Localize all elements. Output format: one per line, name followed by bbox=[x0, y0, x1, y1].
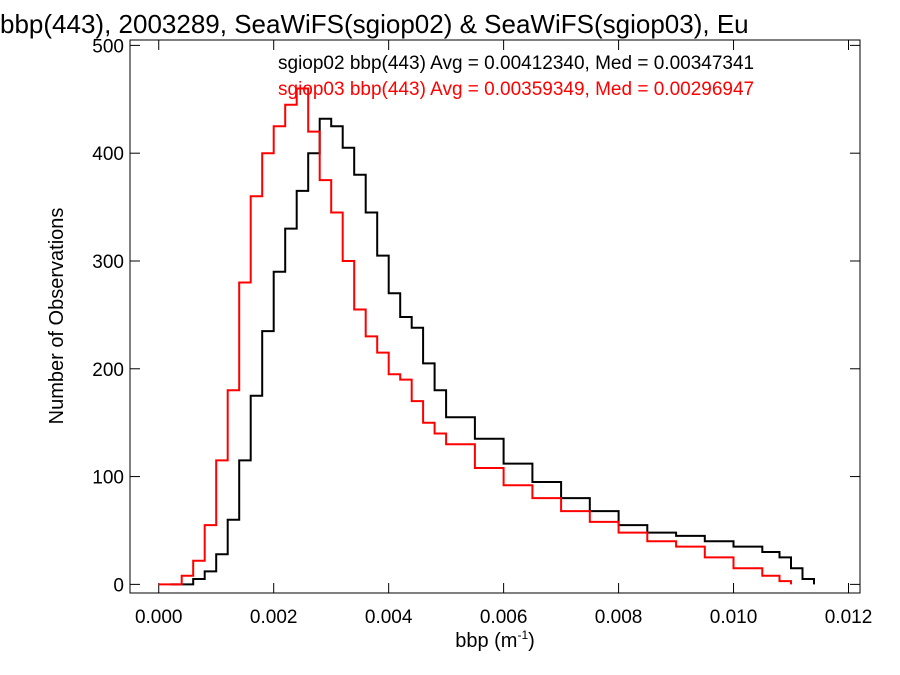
x-tick-label: 0.006 bbox=[480, 607, 528, 628]
y-tick-label: 0 bbox=[113, 575, 124, 596]
y-tick-label: 200 bbox=[92, 360, 124, 381]
x-tick-label: 0.008 bbox=[595, 607, 643, 628]
series-layer bbox=[158, 87, 815, 586]
x-axis-label: bbp (m-1) bbox=[455, 628, 535, 652]
x-tick-label: 0.012 bbox=[825, 607, 873, 628]
x-axis-label-close: ) bbox=[528, 630, 535, 652]
x-tick-label: 0.002 bbox=[250, 607, 298, 628]
plot-frame bbox=[129, 39, 861, 594]
legend-entry-sgiop02: sgiop02 bbp(443) Avg = 0.00412340, Med =… bbox=[278, 53, 754, 74]
axis-ticks: 0.000 0.002 0.004 0.006 0.008 0.010 0.012 0 100 2… bbox=[92, 36, 872, 628]
series-line-sgiop03 bbox=[158, 87, 792, 586]
y-tick-label: 300 bbox=[92, 252, 124, 273]
x-axis-label-superscript: -1 bbox=[517, 628, 528, 642]
y-axis-label: Number of Observations bbox=[46, 208, 68, 425]
x-tick-label: 0.000 bbox=[135, 607, 183, 628]
y-tick-label: 500 bbox=[92, 36, 124, 57]
x-axis-label-main: bbp (m bbox=[455, 630, 517, 652]
x-tick-label: 0.004 bbox=[365, 607, 413, 628]
x-tick-label: 0.010 bbox=[710, 607, 758, 628]
legend-entry-sgiop03: sgiop03 bbp(443) Avg = 0.00359349, Med =… bbox=[278, 79, 754, 100]
y-tick-label: 400 bbox=[92, 144, 124, 165]
chart-title: bbp(443), 2003289, SeaWiFS(sgiop02) & Se… bbox=[0, 9, 749, 39]
y-tick-label: 100 bbox=[92, 468, 124, 489]
series-line-sgiop02 bbox=[170, 117, 815, 586]
